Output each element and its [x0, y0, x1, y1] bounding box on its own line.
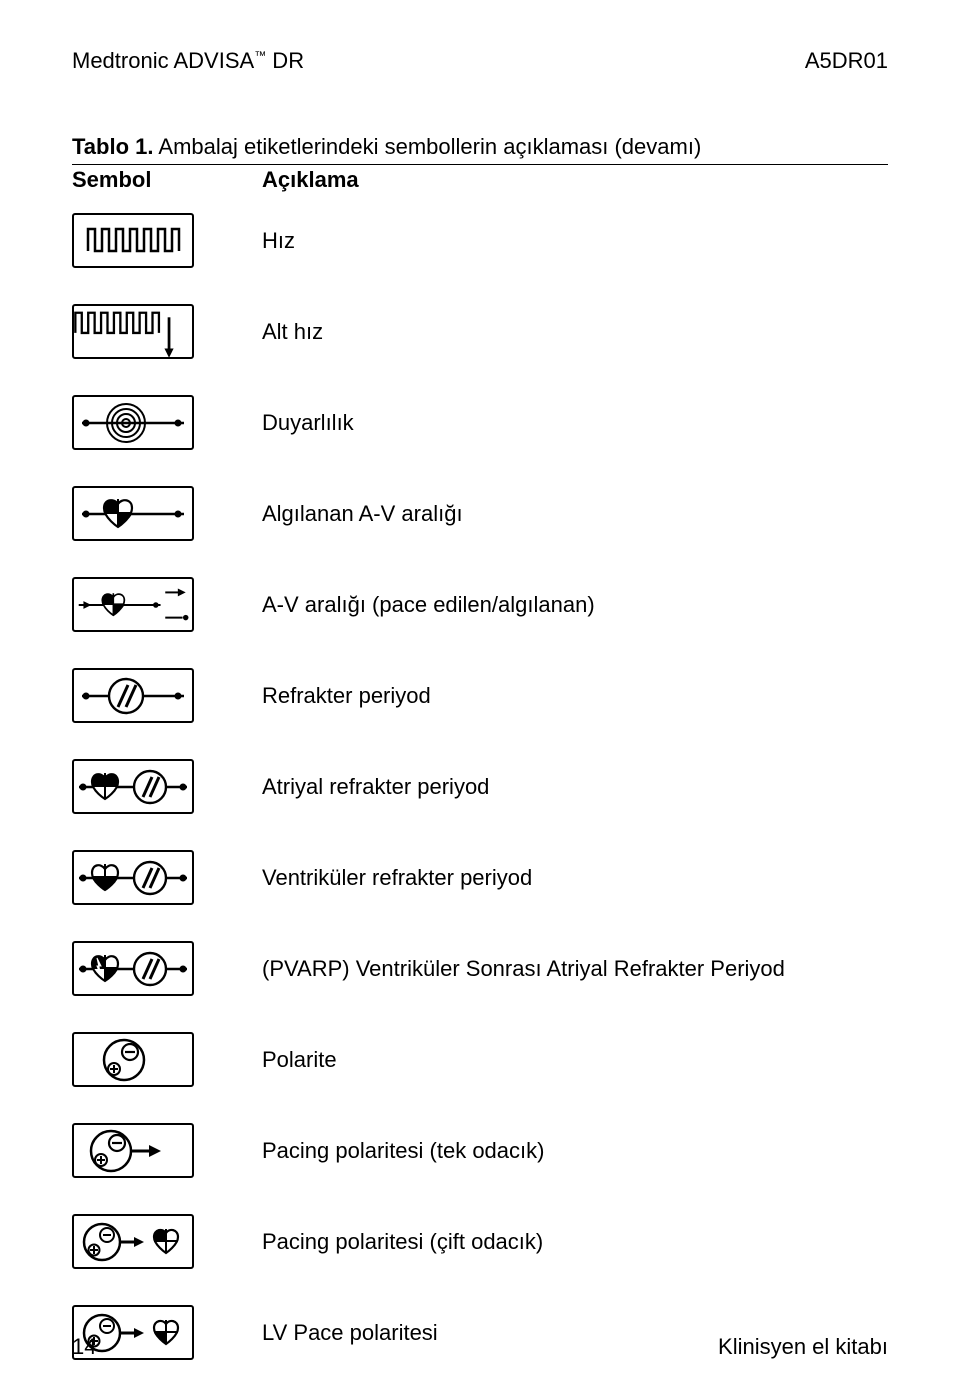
ventricular-refractory-icon: [72, 850, 194, 905]
brand-prefix: Medtronic ADVISA: [72, 48, 254, 73]
refractory-icon: [72, 668, 194, 723]
polarity-icon: [72, 1032, 194, 1087]
row-desc: Atriyal refrakter periyod: [262, 774, 489, 800]
pvarp-icon: [72, 941, 194, 996]
rows-container: Hız Alt hız: [72, 213, 888, 1360]
row-desc: A-V aralığı (pace edilen/algılanan): [262, 592, 595, 618]
table-row: Pacing polaritesi (çift odacık): [72, 1214, 888, 1269]
title-rule: [72, 164, 888, 165]
row-desc: Pacing polaritesi (tek odacık): [262, 1138, 544, 1164]
row-desc: Ventriküler refrakter periyod: [262, 865, 532, 891]
page-number: 14: [72, 1334, 96, 1360]
sensed-av-icon: [72, 486, 194, 541]
pacing-polarity-single-icon: [72, 1123, 194, 1178]
av-interval-icon: [72, 577, 194, 632]
table-row: Pacing polaritesi (tek odacık): [72, 1123, 888, 1178]
table-row: (PVARP) Ventriküler Sonrası Atriyal Refr…: [72, 941, 888, 996]
table-title-prefix: Tablo 1.: [72, 134, 154, 159]
page-footer: 14 Klinisyen el kitabı: [72, 1334, 888, 1360]
row-desc: Pacing polaritesi (çift odacık): [262, 1229, 543, 1255]
table-row: A-V aralığı (pace edilen/algılanan): [72, 577, 888, 632]
table-row: Algılanan A-V aralığı: [72, 486, 888, 541]
page-header: Medtronic ADVISA™ DR A5DR01: [72, 48, 888, 74]
row-desc: (PVARP) Ventriküler Sonrası Atriyal Refr…: [262, 956, 785, 982]
brand-tm: ™: [254, 49, 266, 63]
brand-suffix: DR: [266, 48, 304, 73]
table-title: Tablo 1. Ambalaj etiketlerindeki semboll…: [72, 134, 888, 160]
table-row: Refrakter periyod: [72, 668, 888, 723]
row-desc: Duyarlılık: [262, 410, 354, 436]
col-desc: Açıklama: [262, 167, 359, 193]
table-row: Duyarlılık: [72, 395, 888, 450]
table-title-rest: Ambalaj etiketlerindeki sembollerin açık…: [154, 134, 702, 159]
footer-label: Klinisyen el kitabı: [718, 1334, 888, 1360]
column-headers: Sembol Açıklama: [72, 167, 888, 193]
row-desc: Alt hız: [262, 319, 323, 345]
pacing-polarity-dual-icon: [72, 1214, 194, 1269]
table-row: Polarite: [72, 1032, 888, 1087]
rate-icon: [72, 213, 194, 268]
row-desc: Refrakter periyod: [262, 683, 431, 709]
col-symbol: Sembol: [72, 167, 262, 193]
row-desc: Polarite: [262, 1047, 337, 1073]
atrial-refractory-icon: [72, 759, 194, 814]
row-desc: Algılanan A-V aralığı: [262, 501, 463, 527]
table-row: Alt hız: [72, 304, 888, 359]
row-desc: Hız: [262, 228, 295, 254]
sensitivity-icon: [72, 395, 194, 450]
product-code: A5DR01: [805, 48, 888, 74]
lower-rate-icon: [72, 304, 194, 359]
brand: Medtronic ADVISA™ DR: [72, 48, 304, 74]
table-row: Atriyal refrakter periyod: [72, 759, 888, 814]
table-row: Ventriküler refrakter periyod: [72, 850, 888, 905]
table-row: Hız: [72, 213, 888, 268]
